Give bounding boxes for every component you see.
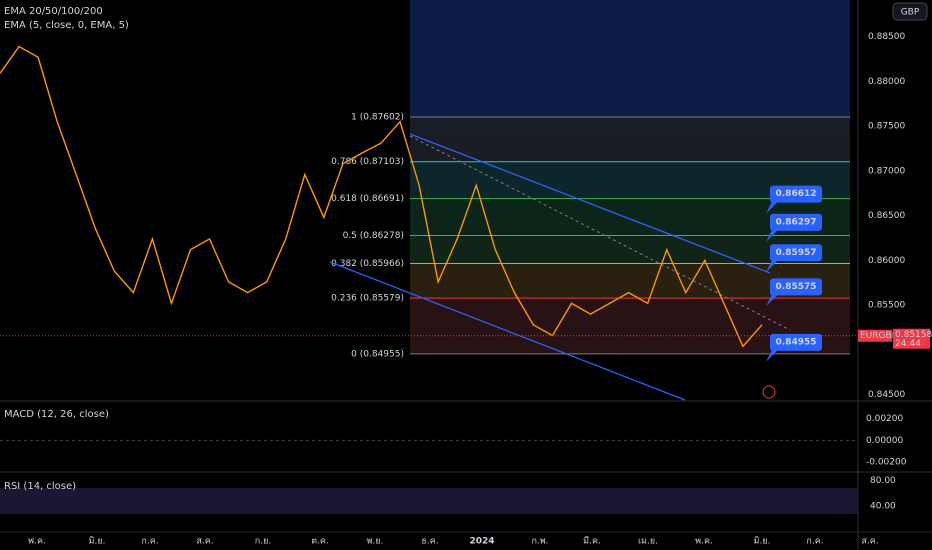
fib-label: 0.236 (0.85579): [331, 294, 404, 304]
fib-label: 0.382 (0.85966): [331, 259, 404, 269]
macd-tick-label: 0.00200: [866, 414, 903, 424]
time-label: ก.ค.: [141, 537, 158, 547]
callout-pointer: [766, 229, 778, 242]
price-tick-label: 0.86500: [868, 211, 905, 221]
time-label: พ.ค.: [695, 537, 713, 547]
time-label: มิ.ย.: [754, 536, 771, 547]
price-label: 0.85158: [895, 330, 932, 340]
channel-upper: [409, 133, 771, 274]
time-label: ก.พ.: [531, 537, 548, 547]
legend-text: EMA 20/50/100/200: [4, 6, 103, 17]
macd-tick-label: 0.00000: [866, 436, 903, 446]
price-tick-label: 0.88000: [868, 77, 905, 87]
time-label: ส.ค.: [861, 537, 878, 547]
callout-pointer: [766, 349, 778, 362]
countdown-label: 24:44: [895, 339, 921, 349]
callout: [770, 333, 822, 351]
time-label: พ.ค.: [28, 537, 46, 547]
time-label: ก.ค.: [806, 537, 823, 547]
currency-label: GBP: [901, 8, 920, 18]
callout-label: 0.84955: [776, 337, 817, 347]
alert-icon[interactable]: [762, 385, 776, 399]
price-tick-label: 0.85500: [868, 301, 905, 311]
time-label: ส.ค.: [196, 537, 213, 547]
time-label: พ.ย.: [367, 537, 384, 547]
trend-midline: [409, 135, 791, 331]
callout-pointer: [766, 260, 778, 273]
fib-label: 0.618 (0.86691): [331, 194, 404, 204]
callout-label: 0.86297: [776, 217, 817, 227]
callout-pointer: [766, 294, 778, 307]
callout: [770, 185, 822, 203]
price-tick-label: 0.86000: [868, 256, 905, 266]
currency-button[interactable]: [892, 2, 928, 21]
macd-tick-label: -0.00200: [866, 458, 907, 468]
time-label: ก.ย.: [255, 537, 271, 547]
callout-label: 0.86612: [776, 189, 817, 199]
callout-label: 0.85957: [776, 248, 817, 258]
fib-label: 0.5 (0.86278): [343, 231, 404, 241]
time-label: ธ.ค.: [421, 537, 438, 547]
rsi-tick-label: 40.00: [870, 501, 896, 511]
channel-lower: [329, 261, 686, 401]
price-tick-label: 0.87000: [868, 166, 905, 176]
callout-label: 0.85575: [776, 282, 817, 292]
rsi-tick-label: 80.00: [870, 476, 896, 486]
time-label: 2024: [469, 537, 494, 547]
fib-label: 0 (0.84955): [351, 349, 404, 359]
price-tick-label: 0.88500: [868, 32, 905, 42]
callout: [770, 278, 822, 296]
price-tick-label: 0.84500: [868, 390, 905, 400]
time-label: มิ.ย.: [89, 536, 106, 547]
fib-zone: [410, 117, 850, 162]
price-tag: [893, 328, 930, 349]
legend-text: MACD (12, 26, close): [4, 409, 109, 420]
legend-text: EMA (5, close, 0, EMA, 5): [4, 20, 129, 31]
fib-label: 1 (0.87602): [351, 113, 404, 123]
symbol-label: EURGBP: [860, 331, 898, 341]
price-tick-label: 0.87500: [868, 122, 905, 132]
fib-label: 0.786 (0.87103): [331, 157, 404, 167]
time-label: มี.ค.: [583, 536, 601, 547]
legend-text: RSI (14, close): [4, 481, 76, 492]
callout: [770, 213, 822, 231]
time-label: ต.ค.: [311, 537, 329, 547]
symbol-tag: [858, 329, 892, 342]
callout-pointer: [766, 201, 778, 214]
callout: [770, 244, 822, 262]
projection-box: [410, 0, 850, 136]
rsi-band: [0, 488, 858, 514]
time-label: เม.ย.: [638, 537, 658, 547]
price-line: [0, 45, 763, 348]
